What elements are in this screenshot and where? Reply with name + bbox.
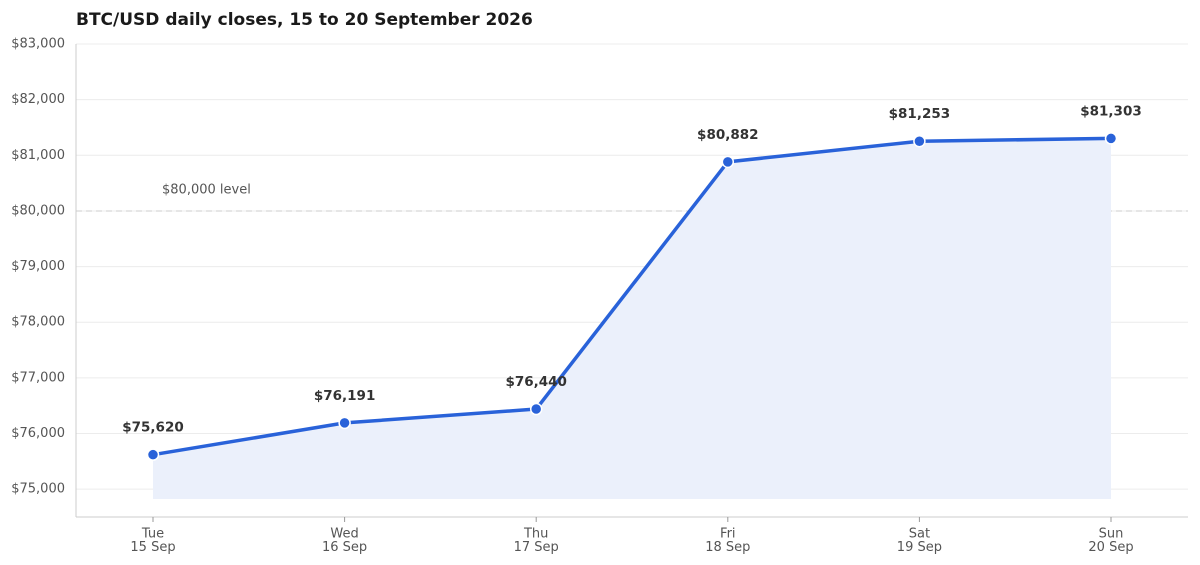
y-tick-label: $82,000 [11,92,65,107]
point [146,448,160,461]
value-label: $81,303 [1080,103,1142,119]
x-tick-label: Tue [141,527,164,542]
x-tick-label: 19 Sep [897,540,942,555]
y-tick-label: $76,000 [11,426,65,441]
value-label: $76,440 [505,374,567,390]
value-label: $80,882 [697,127,759,143]
point [338,416,351,430]
point [529,402,543,416]
chart-title: BTC/USD daily closes, 15 to 20 September… [76,10,533,30]
x-tick-label: Thu [523,527,548,542]
x-tick-label: Wed [330,527,358,542]
x-tick-label: 17 Sep [514,540,559,555]
point [913,134,926,148]
point [1104,132,1118,145]
x-tick-label: 16 Sep [322,540,367,555]
x-tick-label: Fri [720,527,736,542]
point [721,155,735,169]
y-tick-label: $75,000 [11,482,65,497]
x-tick-label: 15 Sep [130,540,175,555]
x-tick-label: 20 Sep [1088,540,1133,555]
line [152,136,1112,457]
y-tick-label: $80,000 [11,203,65,218]
y-tick-label: $81,000 [11,148,65,163]
x-tick-label: Sun [1099,527,1124,542]
reference-label: $80,000 level [162,182,251,197]
y-tick-label: $78,000 [11,315,65,330]
value-label: $81,253 [889,106,951,122]
x-tick-label: Sat [909,527,930,542]
area [153,138,1111,500]
x-tick-label: 18 Sep [705,540,750,555]
value-label: $76,191 [314,388,376,404]
value-label: $75,620 [122,420,184,436]
y-tick-label: $77,000 [11,370,65,385]
y-tick-label: $83,000 [11,37,65,52]
y-tick-label: $79,000 [11,259,65,274]
